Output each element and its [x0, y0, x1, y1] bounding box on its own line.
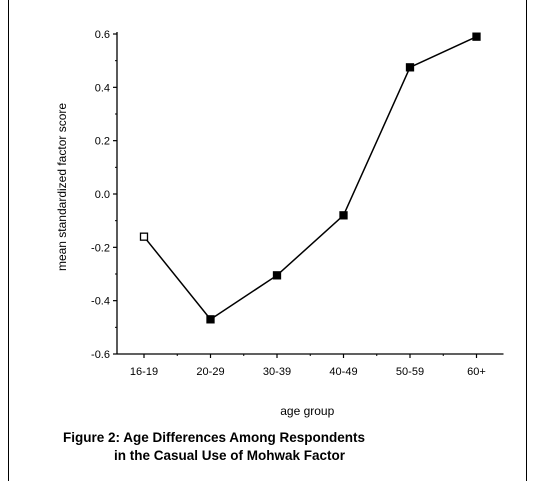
y-tick-label: -0.2: [91, 242, 110, 254]
series-line: [143, 35, 477, 321]
data-point-marker: [272, 271, 282, 280]
y-tick-label: 0.6: [95, 29, 110, 41]
data-point-marker: [405, 63, 415, 72]
x-tick-label: 20-29: [196, 366, 224, 378]
y-tick-label: -0.6: [91, 349, 110, 361]
y-tick-label: 0.4: [95, 82, 110, 94]
x-tick-label: 40-49: [329, 366, 357, 378]
x-tick-label: 50-59: [396, 366, 424, 378]
y-tick-label: 0.0: [95, 189, 110, 201]
data-point-marker: [139, 232, 149, 241]
figure-caption-line-1: Figure 2: Age Differences Among Responde…: [63, 430, 366, 445]
y-tick-label: -0.4: [91, 296, 110, 308]
x-tick-label: 16-19: [130, 366, 158, 378]
y-axis-title: mean standardized factor score: [55, 103, 69, 271]
x-tick-label: 30-39: [263, 366, 291, 378]
data-point-marker: [206, 315, 215, 324]
figure-frame: [8, 0, 527, 481]
x-axis-title: age group: [280, 404, 334, 418]
data-point-marker: [339, 211, 348, 220]
y-tick-label: 0.2: [95, 136, 110, 148]
data-point-marker: [472, 32, 481, 41]
figure-caption-line-2: in the Casual Use of Mohwak Factor: [114, 448, 346, 463]
x-tick-label: 60+: [467, 366, 486, 378]
line-chart: -0.6 -0.4 -0.2 0.0 0.2 0.4 0.6 16-19 20-29 30-39 4…: [55, 29, 504, 418]
